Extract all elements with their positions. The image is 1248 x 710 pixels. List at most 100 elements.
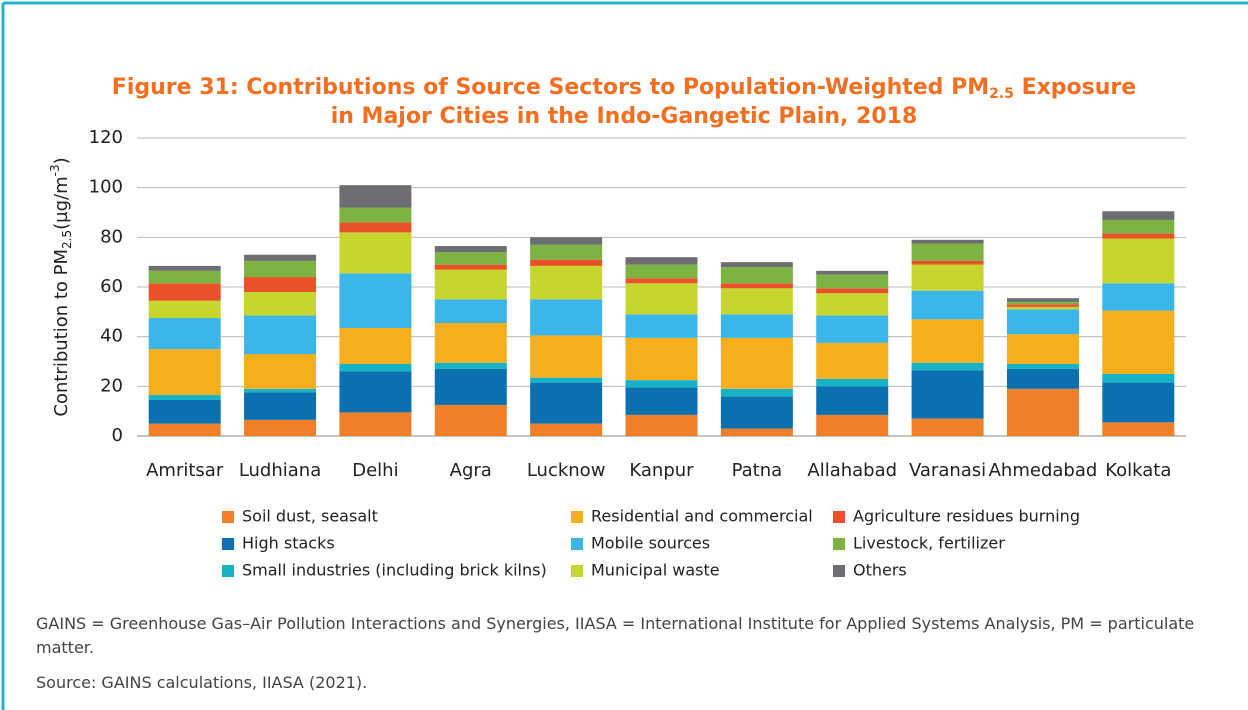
bar-segment <box>1102 422 1175 436</box>
bar-segment <box>530 299 603 336</box>
y-tick-label: 40 <box>100 326 123 347</box>
bar-segment <box>720 396 793 429</box>
x-tick-label: Varanasi <box>909 460 986 481</box>
legend-swatch <box>222 511 234 523</box>
legend-swatch <box>833 511 845 523</box>
bar-segment <box>911 362 984 371</box>
bar-segment <box>911 319 984 363</box>
legend-label: High stacks <box>242 534 335 553</box>
x-tick-label: Delhi <box>352 460 398 481</box>
bar-segment <box>720 267 793 284</box>
bar-segment <box>244 354 317 389</box>
bar-segment <box>911 243 984 261</box>
bar-segment <box>911 239 984 244</box>
bar-segment <box>434 299 507 324</box>
bar-segment <box>339 273 412 328</box>
legend-swatch <box>222 565 234 577</box>
chart-title: in Major Cities in the Indo-Gangetic Pla… <box>331 104 918 129</box>
bar-segment <box>244 315 317 355</box>
chart-title: Figure 31: Contributions of Source Secto… <box>112 75 1136 102</box>
title-part: Exposure <box>1014 75 1136 100</box>
bar-segment <box>720 283 793 289</box>
bar-segment <box>1006 304 1079 307</box>
title-part: Figure 31: Contributions of Source Secto… <box>112 75 989 100</box>
bar-segment <box>625 264 698 279</box>
bar-segment <box>339 232 412 274</box>
legend-label: Residential and commercial <box>591 507 813 526</box>
bar-segment <box>434 252 507 265</box>
bar-segment <box>720 337 793 389</box>
bar-segment <box>148 318 221 350</box>
bar-segment <box>1102 373 1175 383</box>
bar-segment <box>148 349 221 396</box>
legend-swatch <box>571 565 583 577</box>
legend-label: Small industries (including brick kilns) <box>242 561 547 580</box>
bar-segment <box>1006 363 1079 369</box>
bar-segment <box>1006 309 1079 335</box>
bar-segment <box>816 342 889 379</box>
notes: GAINS = Greenhouse Gas–Air Pollution Int… <box>36 614 1195 657</box>
legend-swatch <box>571 538 583 550</box>
bar-segment <box>434 264 507 270</box>
x-tick-label: Lucknow <box>527 460 606 481</box>
bar-segment <box>911 370 984 419</box>
bar-segment <box>720 388 793 397</box>
bar-segment <box>244 388 317 393</box>
bar-segment <box>148 270 221 284</box>
bar-segment <box>339 327 412 364</box>
bar-segment <box>1102 283 1175 311</box>
bar-segment <box>911 260 984 265</box>
bar-segment <box>530 335 603 378</box>
bar-segment <box>1006 368 1079 389</box>
bar-segment <box>148 395 221 400</box>
x-tick-label: Kolkata <box>1105 460 1171 481</box>
legend-swatch <box>833 538 845 550</box>
bar-segment <box>530 382 603 424</box>
title-subscript: 2.5 <box>989 86 1014 102</box>
bar-segment <box>530 259 603 266</box>
label-part: ) <box>51 157 72 164</box>
legend-swatch <box>222 538 234 550</box>
bar-segment <box>148 399 221 424</box>
legend-label: Others <box>853 561 907 580</box>
bar-segment <box>244 392 317 420</box>
bar-segment <box>720 428 793 436</box>
bar-segment <box>339 371 412 413</box>
bar-segment <box>625 380 698 388</box>
bar-segment <box>434 404 507 436</box>
bar-segment <box>625 337 698 381</box>
bar-segment <box>148 300 221 319</box>
bar-segment <box>720 314 793 338</box>
bar-segment <box>816 315 889 343</box>
x-tick-label: Ludhiana <box>239 460 321 481</box>
bar-segment <box>244 291 317 316</box>
bar-segment <box>1006 388 1079 436</box>
y-tick-label: 120 <box>89 127 123 148</box>
x-tick-label: Amritsar <box>146 460 224 481</box>
legend-label: Soil dust, seasalt <box>242 507 378 526</box>
bar-segment <box>625 314 698 338</box>
legend-label: Agriculture residues burning <box>853 507 1080 526</box>
bar-segment <box>1006 298 1079 302</box>
bar-segment <box>244 419 317 436</box>
bar-segment <box>816 386 889 415</box>
bar-segment <box>530 423 603 436</box>
bar-segment <box>625 283 698 315</box>
bar-segment <box>339 412 412 436</box>
bar-segment <box>720 288 793 315</box>
y-tick-label: 20 <box>100 375 123 396</box>
bar-segment <box>625 387 698 415</box>
bar-segment <box>530 265 603 300</box>
bar-segment <box>816 270 889 275</box>
bar-segment <box>1006 306 1079 310</box>
y-tick-label: 60 <box>100 276 123 297</box>
bar-segment <box>530 237 603 245</box>
bar-segment <box>244 277 317 292</box>
bar-segment <box>1102 382 1175 423</box>
bar-segment <box>720 262 793 268</box>
y-tick-label: 0 <box>112 425 123 446</box>
bar-segment <box>625 278 698 284</box>
label-part: Contribution to PM <box>51 249 72 417</box>
y-axis-label: Contribution to PM2.5(µg/m-3) <box>48 157 74 416</box>
